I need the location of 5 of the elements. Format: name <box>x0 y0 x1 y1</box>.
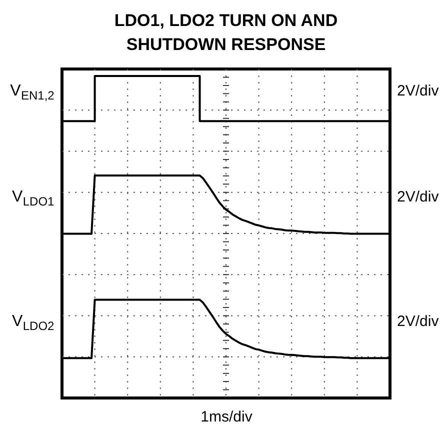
text: 2V/div <box>397 82 440 100</box>
text: 2V/div <box>397 188 440 206</box>
x-axis-title: 1ms/div <box>200 408 253 426</box>
chart-title: LDO1, LDO2 TURN ON AND SHUTDOWN RESPONSE <box>114 11 338 54</box>
text: 2V/div <box>397 312 440 330</box>
